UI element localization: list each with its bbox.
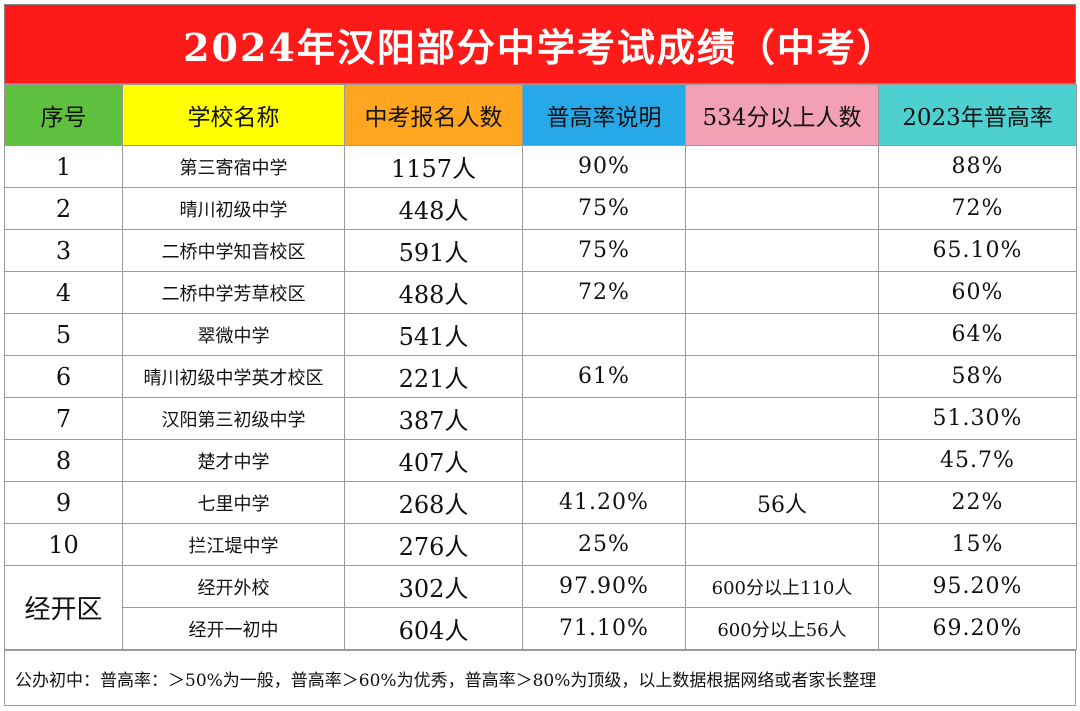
rate-2023: 45.7%: [878, 439, 1077, 482]
rate-2023: 88%: [878, 145, 1077, 188]
above-600-count: 600分以上110人: [685, 565, 879, 608]
row-index: 4: [4, 271, 123, 314]
enrollment-count: 268人: [344, 481, 523, 524]
table-row: 8 楚才中学 407人 45.7%: [4, 439, 1077, 482]
row-index: 5: [4, 313, 123, 356]
district-group-label: 经开区: [4, 565, 123, 650]
rate-2023: 15%: [878, 523, 1077, 566]
high-school-rate: 25%: [522, 523, 686, 566]
table-row: 2 晴川初级中学 448人 75% 72%: [4, 187, 1077, 230]
row-index: 10: [4, 523, 123, 566]
rate-2023: 51.30%: [878, 397, 1077, 440]
school-name: 二桥中学芳草校区: [122, 271, 345, 314]
high-school-rate: 90%: [522, 145, 686, 188]
table-row: 经开区 经开外校 302人 97.90% 600分以上110人 95.20%: [4, 565, 1077, 650]
table-row: 经开一初中 604人 71.10% 600分以上56人 69.20%: [5, 607, 1077, 650]
high-school-rate: [522, 313, 686, 356]
enrollment-count: 591人: [344, 229, 523, 272]
high-school-rate: [522, 439, 686, 482]
row-index: 3: [4, 229, 123, 272]
high-school-rate: 41.20%: [522, 481, 686, 524]
high-school-rate: 71.10%: [522, 607, 686, 650]
enrollment-count: 488人: [344, 271, 523, 314]
row-index: 1: [4, 145, 123, 188]
header-enrollment: 中考报名人数: [344, 84, 523, 146]
high-school-rate: [522, 397, 686, 440]
enrollment-count: 541人: [344, 313, 523, 356]
above-534-count: [685, 187, 879, 230]
rate-2023: 95.20%: [878, 565, 1077, 608]
above-534-count: [685, 397, 879, 440]
enrollment-count: 221人: [344, 355, 523, 398]
enrollment-count: 407人: [344, 439, 523, 482]
row-index: 2: [4, 187, 123, 230]
above-534-count: [685, 313, 879, 356]
table-row: 1 第三寄宿中学 1157人 90% 88%: [4, 145, 1077, 188]
page-title: 2024年汉阳部分中学考试成绩（中考）: [4, 4, 1076, 84]
footnote: 公办初中：普高率：＞50%为一般，普高率＞60%为优秀，普高率＞80%为顶级，以…: [4, 650, 1076, 706]
school-name: 晴川初级中学: [122, 187, 345, 230]
header-school: 学校名称: [122, 84, 345, 146]
high-school-rate: 97.90%: [522, 565, 686, 608]
school-name: 七里中学: [122, 481, 345, 524]
table-row: 10 拦江堤中学 276人 25% 15%: [4, 523, 1077, 566]
above-534-count: [685, 355, 879, 398]
enrollment-count: 604人: [344, 607, 523, 650]
table-row: 9 七里中学 268人 41.20% 56人 22%: [4, 481, 1077, 524]
table-row: 7 汉阳第三初级中学 387人 51.30%: [4, 397, 1077, 440]
rate-2023: 58%: [878, 355, 1077, 398]
rate-2023: 60%: [878, 271, 1077, 314]
high-school-rate: 61%: [522, 355, 686, 398]
above-534-count: [685, 523, 879, 566]
header-2023-rate: 2023年普高率: [878, 84, 1077, 146]
rate-2023: 22%: [878, 481, 1077, 524]
header-row: 序号 学校名称 中考报名人数 普高率说明 534分以上人数 2023年普高率: [4, 84, 1077, 146]
school-name: 翠微中学: [122, 313, 345, 356]
row-index: 9: [4, 481, 123, 524]
enrollment-count: 448人: [344, 187, 523, 230]
header-above-534: 534分以上人数: [685, 84, 879, 146]
high-school-rate: 72%: [522, 271, 686, 314]
school-name: 二桥中学知音校区: [122, 229, 345, 272]
enrollment-count: 302人: [344, 565, 523, 608]
table-row: 3 二桥中学知音校区 591人 75% 65.10%: [4, 229, 1077, 272]
school-name: 拦江堤中学: [122, 523, 345, 566]
row-index: 8: [4, 439, 123, 482]
table-row: 6 晴川初级中学英才校区 221人 61% 58%: [4, 355, 1077, 398]
header-index: 序号: [4, 84, 123, 146]
above-534-count: [685, 439, 879, 482]
table-row: 5 翠微中学 541人 64%: [4, 313, 1077, 356]
above-534-count: 56人: [685, 481, 879, 524]
enrollment-count: 276人: [344, 523, 523, 566]
row-index: 7: [4, 397, 123, 440]
above-534-count: [685, 271, 879, 314]
high-school-rate: 75%: [522, 229, 686, 272]
table-row: 4 二桥中学芳草校区 488人 72% 60%: [4, 271, 1077, 314]
school-name: 楚才中学: [122, 439, 345, 482]
school-name: 晴川初级中学英才校区: [122, 355, 345, 398]
school-name: 第三寄宿中学: [122, 145, 345, 188]
header-rate-note: 普高率说明: [522, 84, 686, 146]
above-600-count: 600分以上56人: [685, 607, 879, 650]
rate-2023: 72%: [878, 187, 1077, 230]
rate-2023: 64%: [878, 313, 1077, 356]
high-school-rate: 75%: [522, 187, 686, 230]
school-name: 经开外校: [122, 565, 345, 608]
score-table: 序号 学校名称 中考报名人数 普高率说明 534分以上人数 2023年普高率 1…: [4, 84, 1077, 650]
above-534-count: [685, 145, 879, 188]
enrollment-count: 387人: [344, 397, 523, 440]
school-name: 汉阳第三初级中学: [122, 397, 345, 440]
rate-2023: 69.20%: [878, 607, 1077, 650]
row-index: 6: [4, 355, 123, 398]
rate-2023: 65.10%: [878, 229, 1077, 272]
school-name: 经开一初中: [122, 607, 345, 650]
above-534-count: [685, 229, 879, 272]
enrollment-count: 1157人: [344, 145, 523, 188]
